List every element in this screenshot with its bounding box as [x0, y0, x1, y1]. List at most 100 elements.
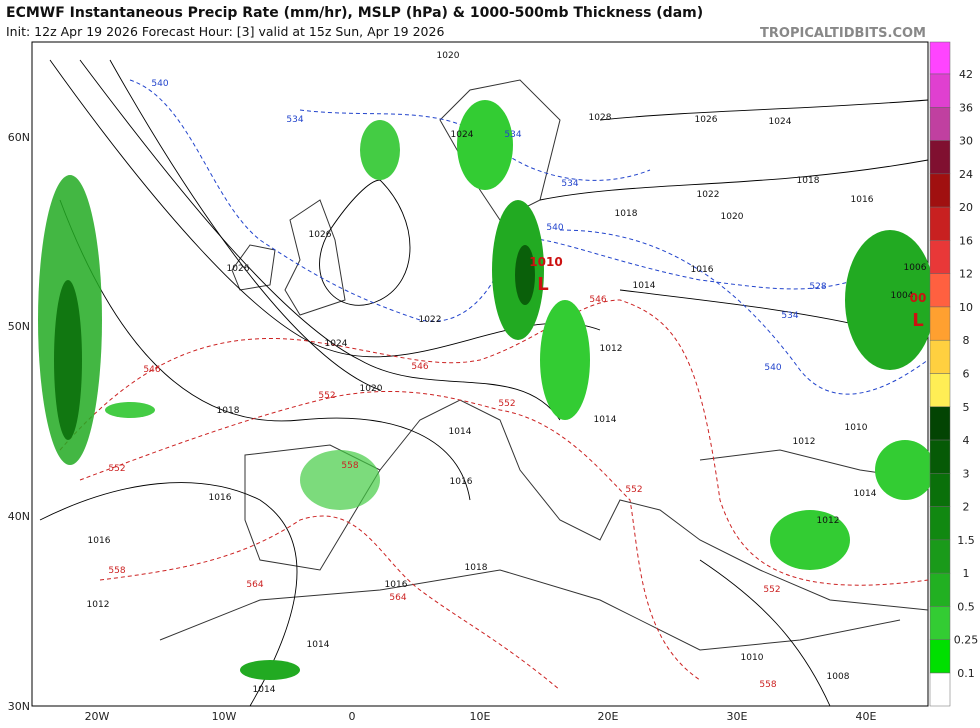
isobar-label: 1014 [594, 415, 617, 425]
colorbar-label: 3 [963, 467, 970, 480]
isobar-label: 1016 [691, 265, 714, 275]
colorbar-label: 6 [963, 368, 970, 381]
colorbar-swatch [929, 73, 951, 108]
colorbar-swatch [929, 273, 951, 308]
colorbar-label: 1 [963, 567, 970, 580]
isobar-label: 1014 [633, 281, 656, 291]
map [31, 41, 935, 707]
isobar-label: 1012 [817, 516, 840, 526]
coastlines [159, 79, 929, 651]
colorbar-swatch [929, 373, 951, 408]
lat-label: 60N [8, 131, 30, 144]
lon-label: 10W [212, 710, 237, 723]
low-label: 00 [910, 291, 927, 305]
colorbar-label: 2 [963, 501, 970, 514]
colorbar-label: 24 [959, 168, 973, 181]
thickness-label: 564 [246, 580, 263, 590]
colorbar-swatch [929, 606, 951, 640]
colorbar-swatch [929, 672, 951, 707]
thickness-label: 552 [318, 391, 335, 401]
colorbar-swatch [929, 639, 951, 674]
isobar-label: 1014 [307, 640, 330, 650]
isobar-label: 1014 [253, 685, 276, 695]
lat-label: 40N [8, 510, 30, 523]
lon-label: 0 [349, 710, 356, 723]
colorbar-label: 1.5 [957, 534, 975, 547]
colorbar-label: 0.5 [957, 600, 975, 613]
colorbar-swatch [929, 439, 951, 474]
isobar-label: 1026 [309, 230, 332, 240]
colorbar-swatch [929, 506, 951, 541]
isobar-label: 1020 [721, 212, 744, 222]
isobar-label: 1018 [217, 406, 240, 416]
colorbar-swatch [929, 240, 951, 274]
isobar-label: 1020 [437, 51, 460, 61]
low-label: L [537, 274, 548, 295]
thickness-label: 546 [411, 362, 428, 372]
thickness-label: 528 [809, 282, 826, 292]
lat-label: 50N [8, 320, 30, 333]
colorbar-label: 0.1 [957, 667, 975, 680]
thickness-label: 540 [764, 363, 781, 373]
labels: 60N 50N 40N 30N 20W 10W 0 10E 20E 30E 40E 1020 1024 1… [8, 51, 927, 723]
colorbar-swatch [929, 173, 951, 208]
colorbar-label: 20 [959, 201, 973, 214]
isobar-label: 1016 [851, 195, 874, 205]
isobar-label: 1024 [769, 117, 792, 127]
lon-label: 20E [598, 710, 619, 723]
colorbar-swatch [929, 206, 951, 241]
lon-label: 40E [856, 710, 877, 723]
thickness-label: 552 [763, 585, 780, 595]
isobar-label: 1018 [615, 209, 638, 219]
isobar-label: 1012 [600, 344, 623, 354]
low-label: 1010 [529, 255, 562, 269]
colorbar-swatch [929, 140, 951, 175]
isobar-label: 1026 [695, 115, 718, 125]
isobar-label: 1018 [465, 563, 488, 573]
thickness-label: 552 [625, 485, 642, 495]
thickness-label: 534 [561, 179, 578, 189]
isobar-label: 1014 [449, 427, 472, 437]
isobar-label: 1010 [741, 653, 764, 663]
colorbar-swatch [929, 41, 951, 75]
thickness-label: 558 [759, 680, 776, 690]
colorbar-label: 16 [959, 234, 973, 247]
isobar-label: 1018 [797, 176, 820, 186]
isobar-label: 1022 [419, 315, 442, 325]
thickness-label: 552 [108, 464, 125, 474]
isobar-label: 1026 [227, 264, 250, 274]
thickness-label: 534 [504, 130, 521, 140]
thickness-label: 540 [546, 223, 563, 233]
thickness-label: 552 [498, 399, 515, 409]
isobar-label: 1024 [451, 130, 474, 140]
isobar-label: 1010 [845, 423, 868, 433]
thickness-label: 546 [143, 365, 160, 375]
colorbar-swatch [929, 473, 951, 507]
colorbar-label: 42 [959, 68, 973, 81]
isobar-label: 1016 [88, 536, 111, 546]
thickness-label: 564 [389, 593, 406, 603]
credit: TROPICALTIDBITS.COM [760, 26, 926, 41]
colorbar-label: 4 [963, 434, 970, 447]
colorbar-label: 30 [959, 135, 973, 148]
colorbar-label: 0.25 [954, 634, 979, 647]
lon-label: 20W [85, 710, 110, 723]
isobar-label: 1014 [854, 489, 877, 499]
colorbar-swatch [929, 339, 951, 374]
colorbar: 42 36 30 24 20 16 12 10 8 6 5 4 3 2 1.5 1 0.5 0.25 0.1 [929, 41, 979, 707]
colorbar-swatch [929, 406, 951, 441]
precip [38, 100, 935, 680]
colorbar-swatch [929, 107, 951, 141]
colorbar-swatch [929, 306, 951, 341]
thickness-low [129, 79, 929, 395]
colorbar-swatch [929, 539, 951, 574]
thickness-label: 540 [151, 79, 168, 89]
colorbar-label: 10 [959, 301, 973, 314]
colorbar-label: 5 [963, 401, 970, 414]
isobars [39, 59, 929, 707]
thickness-label: 558 [108, 566, 125, 576]
colorbar-label: 8 [963, 334, 970, 347]
thickness-label: 546 [589, 295, 606, 305]
isobar-label: 1016 [385, 580, 408, 590]
